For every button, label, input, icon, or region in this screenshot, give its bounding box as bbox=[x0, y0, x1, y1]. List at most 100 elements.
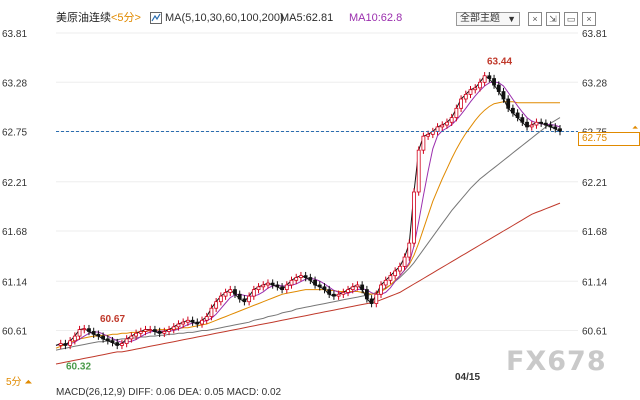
candle bbox=[299, 271, 303, 282]
candle bbox=[209, 304, 214, 321]
candle bbox=[454, 104, 459, 122]
candle bbox=[110, 337, 115, 347]
candle-body bbox=[360, 284, 365, 291]
candle-body bbox=[237, 293, 242, 300]
candle-body bbox=[294, 277, 299, 281]
moving-average-lines bbox=[55, 75, 561, 365]
y-tick-right-0: 63.81 bbox=[582, 29, 607, 40]
candles bbox=[58, 72, 562, 350]
candle-body bbox=[539, 121, 544, 124]
candle-body bbox=[157, 331, 162, 334]
candle-body bbox=[393, 270, 398, 277]
toolbar-button-close[interactable]: × bbox=[528, 12, 542, 26]
candle-body bbox=[148, 329, 153, 331]
candle-body bbox=[190, 319, 195, 323]
candle bbox=[374, 290, 379, 308]
candle-body bbox=[82, 328, 87, 331]
candle bbox=[214, 297, 219, 312]
period-selector[interactable]: <5分> bbox=[111, 12, 141, 24]
candle bbox=[242, 295, 247, 306]
candle-body bbox=[299, 275, 303, 278]
candle-body bbox=[181, 321, 186, 325]
candle bbox=[148, 325, 153, 334]
candle-body bbox=[341, 292, 346, 295]
theme-dropdown[interactable]: 全部主题 ▼ bbox=[456, 12, 520, 26]
candle bbox=[539, 118, 544, 127]
candle bbox=[407, 239, 412, 261]
candle-body bbox=[214, 301, 219, 309]
candle-body bbox=[242, 298, 247, 303]
candle bbox=[501, 87, 506, 103]
candle-body bbox=[463, 93, 468, 100]
toolbar-button-window[interactable]: ▭ bbox=[564, 12, 578, 26]
candle-body bbox=[308, 277, 313, 281]
candle-body bbox=[473, 87, 478, 91]
x-axis-date-label: 04/15 bbox=[455, 372, 481, 383]
candle-body bbox=[412, 191, 416, 244]
candle bbox=[176, 320, 181, 331]
candle-body bbox=[185, 319, 190, 323]
candle-body bbox=[63, 343, 68, 346]
candle bbox=[233, 285, 237, 298]
candle-body bbox=[200, 319, 204, 325]
candle-body bbox=[247, 295, 252, 303]
y-tick-left-5: 61.14 bbox=[2, 277, 27, 288]
candle-body bbox=[218, 295, 223, 303]
candle-body bbox=[482, 75, 487, 83]
candle bbox=[251, 285, 256, 300]
candle bbox=[478, 78, 482, 92]
candle bbox=[459, 95, 463, 113]
candle bbox=[558, 125, 562, 136]
candle-body bbox=[280, 286, 284, 291]
candle bbox=[332, 290, 336, 300]
candle-body bbox=[397, 265, 402, 272]
candle-body bbox=[416, 149, 421, 193]
macd-readout: MACD(26,12,9) DIFF: 0.06 DEA: 0.05 MACD:… bbox=[56, 387, 282, 398]
candle-body bbox=[91, 331, 96, 335]
candle-body bbox=[496, 84, 501, 92]
candle-body bbox=[266, 282, 270, 286]
candle bbox=[270, 279, 275, 289]
candle-body bbox=[322, 286, 327, 291]
y-tick-left-2: 62.75 bbox=[2, 128, 27, 139]
toolbar-button-expand[interactable]: ⇲ bbox=[546, 12, 560, 26]
ma5-value: MA5:62.81 bbox=[280, 12, 334, 24]
candle-body bbox=[529, 124, 534, 128]
candle bbox=[223, 288, 228, 300]
candle bbox=[162, 327, 167, 338]
candle bbox=[181, 318, 186, 328]
candle-body bbox=[68, 340, 73, 346]
candle bbox=[388, 271, 393, 285]
candle-body bbox=[525, 121, 529, 128]
candle bbox=[313, 276, 317, 289]
candle-body bbox=[501, 91, 506, 100]
candle-body bbox=[487, 75, 492, 79]
candle-body bbox=[553, 126, 558, 130]
candle bbox=[105, 335, 110, 345]
candle bbox=[120, 339, 124, 350]
candle bbox=[430, 127, 435, 139]
candle-body bbox=[124, 338, 129, 344]
candle-body bbox=[421, 135, 426, 151]
y-tick-right-3: 62.21 bbox=[582, 178, 607, 189]
candle bbox=[167, 325, 171, 336]
candle-body bbox=[374, 293, 379, 304]
candle bbox=[515, 109, 520, 122]
sub-period-selector[interactable]: 5分 ⏶ bbox=[6, 377, 33, 388]
candle-body bbox=[110, 340, 115, 344]
candle-body bbox=[510, 107, 515, 114]
candle-body bbox=[72, 335, 77, 342]
candle bbox=[124, 335, 129, 348]
candle-body bbox=[407, 242, 412, 258]
ma5-line bbox=[55, 75, 561, 346]
toolbar-button-exit[interactable]: × bbox=[582, 12, 596, 26]
indicator-settings-icon[interactable] bbox=[150, 12, 162, 24]
candle bbox=[364, 285, 369, 303]
candle bbox=[322, 283, 327, 294]
candle-body bbox=[506, 98, 511, 109]
candle bbox=[284, 281, 289, 294]
annotation-high: 63.44 bbox=[487, 56, 512, 67]
price-annotations: 63.44 60.67 60.32 bbox=[66, 56, 512, 372]
instrument-title: 美原油连续 bbox=[56, 12, 111, 24]
